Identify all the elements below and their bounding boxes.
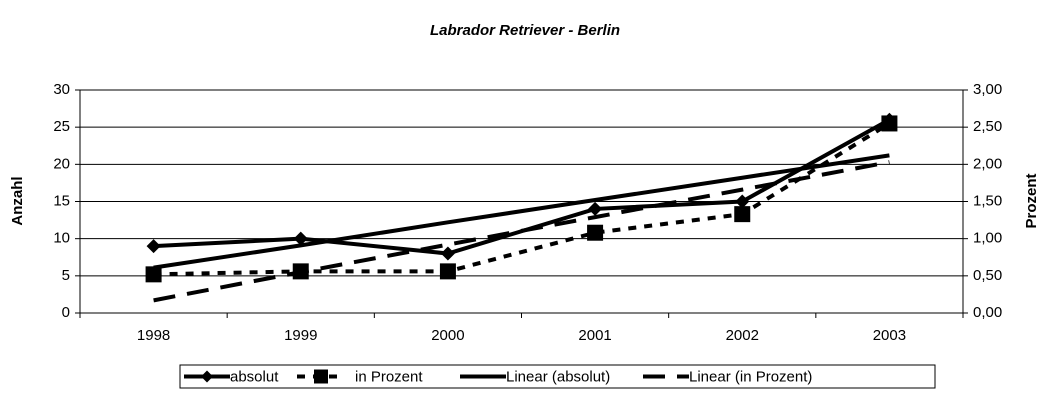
marker-square: [587, 224, 604, 241]
series-line: [153, 160, 890, 303]
y2-axis-title: Prozent: [1023, 173, 1040, 228]
x-tick-label: 2001: [578, 327, 611, 344]
y-tick-label: 10: [53, 230, 70, 247]
marker-square: [145, 266, 162, 283]
marker-diamond: [440, 246, 455, 261]
legend-marker: [201, 370, 213, 383]
legend-label: absolut: [230, 368, 279, 385]
x-tick-label: 1999: [284, 327, 317, 344]
y-tick-label: 5: [62, 267, 70, 284]
x-tick-label: 2003: [873, 327, 906, 344]
y-tick-label: 30: [53, 81, 70, 98]
y-tick-label: 25: [53, 118, 70, 135]
chart-title: Labrador Retriever - Berlin: [430, 22, 620, 39]
legend-label: in Prozent: [355, 368, 423, 385]
legend-box: [179, 364, 936, 389]
x-tick-label: 2002: [726, 327, 759, 344]
y2-tick-label: 0,00: [973, 304, 1002, 321]
y2-tick-label: 2,50: [973, 118, 1002, 135]
marker-square: [439, 263, 456, 280]
legend-label: Linear (absolut): [506, 368, 610, 385]
legend-label: Linear (in Prozent): [689, 368, 812, 385]
y2-tick-label: 1,00: [973, 230, 1002, 247]
series-line: [153, 153, 890, 270]
y-tick-label: 15: [53, 192, 70, 209]
marker-diamond: [146, 239, 161, 254]
marker-square: [881, 115, 898, 132]
y2-tick-label: 3,00: [973, 81, 1002, 98]
y-axis-title: Anzahl: [9, 176, 26, 225]
legend-marker: [314, 369, 328, 384]
y2-tick-label: 0,50: [973, 267, 1002, 284]
marker-diamond: [293, 231, 308, 246]
marker-diamond: [588, 201, 603, 216]
y-tick-label: 20: [53, 155, 70, 172]
x-tick-label: 2000: [431, 327, 464, 344]
series-line: [153, 117, 891, 256]
marker-diamond: [735, 194, 750, 209]
series-line: [153, 121, 891, 277]
y-tick-label: 0: [62, 304, 70, 321]
y2-tick-label: 1,50: [973, 192, 1002, 209]
y2-tick-label: 2,00: [973, 155, 1002, 172]
x-tick-label: 1998: [137, 327, 170, 344]
marker-square: [734, 206, 751, 223]
